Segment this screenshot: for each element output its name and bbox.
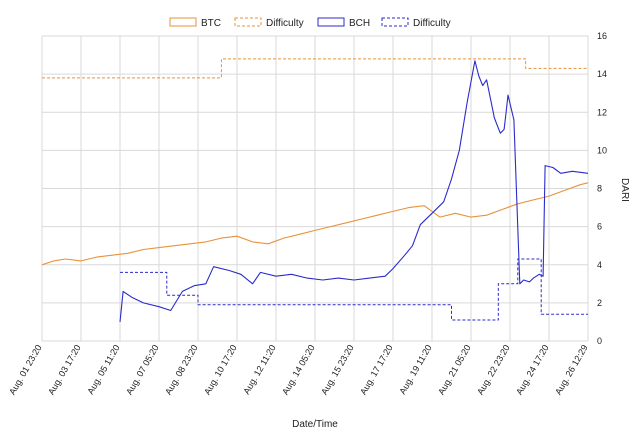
x-tick-label: Aug. 19 11:20 xyxy=(397,343,433,396)
grid xyxy=(41,35,589,342)
legend-label: Difficulty xyxy=(266,18,304,29)
x-tick-label: Aug. 22 23:20 xyxy=(475,343,512,397)
legend-swatch xyxy=(381,17,409,27)
x-tick-label: Aug. 14 05:20 xyxy=(280,343,317,397)
x-tick-label: Aug. 03 17:20 xyxy=(46,343,83,397)
x-tick-label: Aug. 10 17:20 xyxy=(202,343,239,397)
y-tick-label: 6 xyxy=(597,222,602,232)
x-tick-label: Aug. 24 17:20 xyxy=(514,343,551,397)
series-line-bch-2 xyxy=(119,60,589,322)
series-line-difficulty-3 xyxy=(120,258,588,321)
series-lines xyxy=(41,58,589,322)
y-tick-label: 0 xyxy=(597,336,602,346)
y-tick-label: 14 xyxy=(597,69,607,79)
y-axis-title: DARI xyxy=(619,178,630,202)
legend-label: Difficulty xyxy=(413,18,451,29)
legend-swatch xyxy=(169,17,197,27)
legend-label: BTC xyxy=(201,18,221,29)
x-tick-label: Aug. 07 05:20 xyxy=(124,343,161,397)
x-tick-label: Aug. 26 12:29 xyxy=(553,343,590,397)
series-line-difficulty-1 xyxy=(42,58,588,79)
y-tick-label: 12 xyxy=(597,107,607,117)
y-tick-label: 2 xyxy=(597,298,602,308)
x-tick-label: Aug. 12 11:20 xyxy=(241,343,277,396)
x-tick-label: Aug. 05 11:20 xyxy=(85,343,121,396)
y-tick-label: 10 xyxy=(597,145,607,155)
legend-swatch xyxy=(234,17,262,27)
x-tick-label: Aug. 21 05:20 xyxy=(436,343,473,397)
x-tick-label: Aug. 17 17:20 xyxy=(358,343,395,397)
x-axis-ticks: Aug. 01 23:20 Aug. 03 17:20 Aug. 05 11:20 A… xyxy=(7,343,590,397)
x-tick-label: Aug. 08 23:20 xyxy=(163,343,200,397)
x-axis-title: Date/Time xyxy=(292,419,338,430)
series-line-btc-0 xyxy=(41,182,589,266)
y-tick-label: 4 xyxy=(597,260,602,270)
y-tick-label: 8 xyxy=(597,184,602,194)
y-axis-ticks: 0 2 4 6 8 10 12 14 16 xyxy=(597,31,607,346)
x-tick-label: Aug. 15 23:20 xyxy=(319,343,356,397)
y-tick-label: 16 xyxy=(597,31,607,41)
x-tick-label: Aug. 01 23:20 xyxy=(7,343,44,397)
legend: BTC Difficulty BCH Difficulty xyxy=(169,17,451,29)
legend-label: BCH xyxy=(349,18,370,29)
legend-swatch xyxy=(317,17,345,27)
